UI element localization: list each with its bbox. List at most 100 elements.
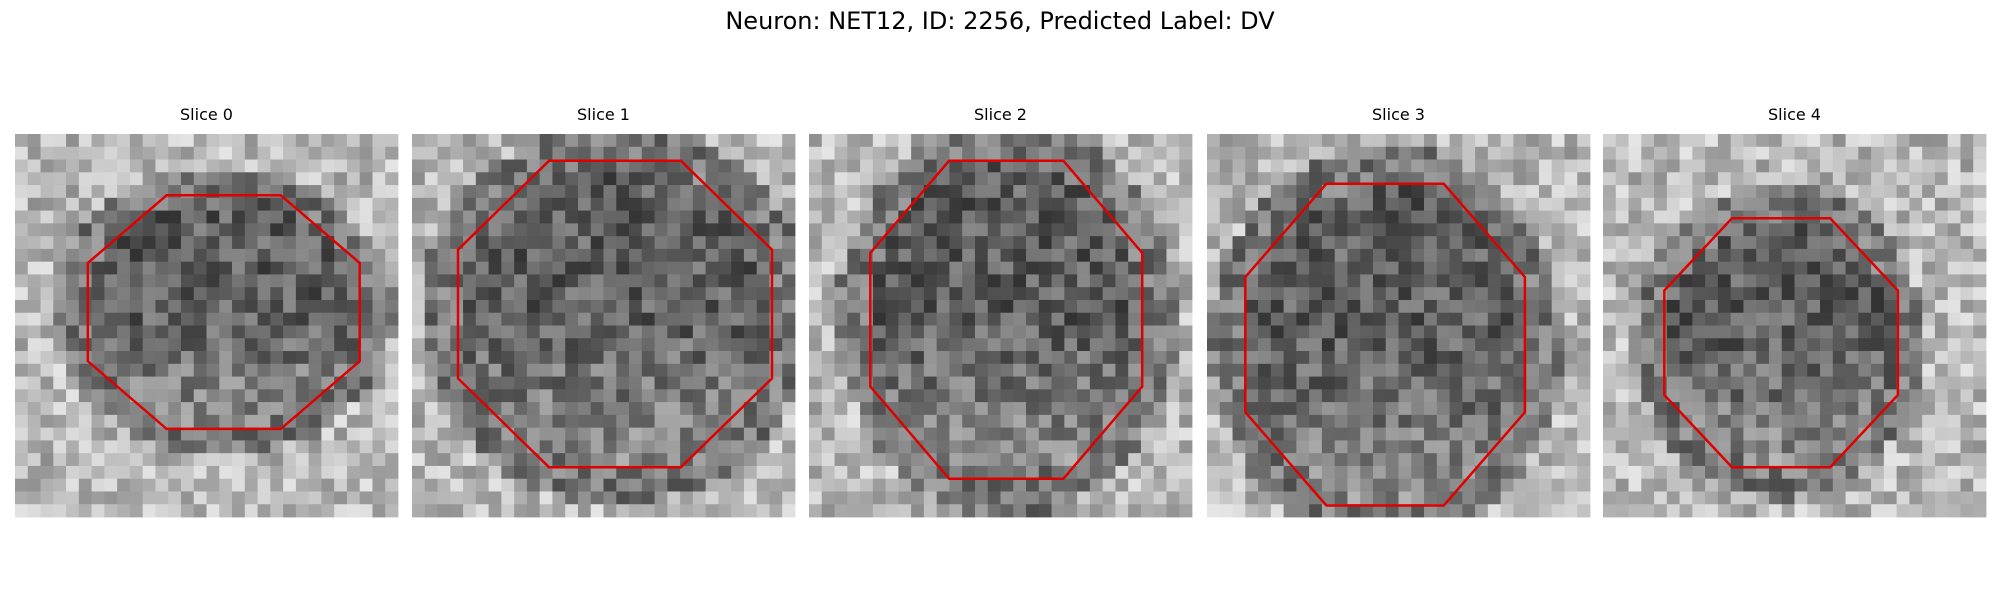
image-pixel [1064,338,1078,352]
image-pixel [1666,185,1680,199]
image-pixel [872,376,886,390]
image-pixel [1922,325,1936,339]
image-pixel [193,338,207,352]
image-pixel [514,312,528,326]
image-pixel [1013,465,1027,480]
image-pixel [1219,389,1233,403]
image-pixel [885,134,899,148]
image-pixel [244,312,258,326]
image-pixel [1973,402,1987,416]
image-pixel [1705,351,1719,365]
image-pixel [743,478,758,492]
image-pixel [1781,223,1795,237]
image-pixel [1462,453,1476,467]
image-pixel [40,453,54,467]
image-pixel [1270,210,1284,224]
image-pixel [1960,363,1974,377]
image-pixel [53,414,67,429]
image-pixel [756,261,770,275]
image-pixel [1179,261,1193,275]
image-pixel [1385,197,1399,211]
image-pixel [1321,338,1336,352]
image-pixel [923,146,938,160]
image-pixel [244,363,258,377]
image-pixel [514,351,528,365]
image-pixel [283,389,297,403]
image-pixel [1564,261,1578,275]
image-pixel [40,440,54,454]
image-pixel [206,210,220,224]
image-pixel [385,236,399,250]
image-pixel [78,478,92,492]
image-pixel [1140,172,1155,186]
image-pixel [1705,274,1719,288]
image-pixel [1140,299,1155,314]
image-pixel [78,414,92,429]
image-pixel [1038,274,1052,288]
image-pixel [437,414,451,429]
image-pixel [847,440,861,454]
image-pixel [1909,134,1923,148]
image-pixel [257,414,271,429]
image-pixel [295,427,310,441]
image-pixel [385,402,399,416]
image-pixel [1756,363,1770,377]
image-pixel [731,465,745,480]
image-pixel [244,325,258,339]
image-pixel [526,389,541,403]
image-pixel [385,427,399,441]
image-pixel [834,440,848,454]
image-pixel [1845,197,1859,211]
image-pixel [1385,351,1399,365]
image-pixel [743,363,758,377]
image-pixel [756,453,770,467]
image-pixel [1372,299,1387,314]
image-pixel [756,478,770,492]
image-pixel [1871,491,1885,505]
image-pixel [270,159,284,173]
image-pixel [872,172,886,186]
image-pixel [1245,363,1259,377]
image-pixel [66,427,80,441]
image-pixel [987,287,1001,301]
image-pixel [821,299,835,314]
image-pixel [475,312,489,326]
image-pixel [1692,351,1706,365]
image-pixel [1462,414,1476,429]
image-pixel [603,172,617,186]
image-pixel [718,338,732,352]
image-pixel [1705,402,1719,416]
image-pixel [1564,146,1578,160]
image-pixel [283,453,297,467]
image-pixel [1909,197,1923,211]
image-pixel [1666,465,1680,480]
image-pixel [104,299,118,314]
image-pixel [1179,325,1193,339]
image-pixel [654,351,668,365]
image-pixel [1166,197,1180,211]
image-pixel [1692,478,1706,492]
image-pixel [1781,414,1795,429]
image-pixel [821,414,835,429]
image-pixel [1270,223,1284,237]
image-pixel [91,134,105,148]
image-pixel [1385,504,1399,518]
image-pixel [1896,299,1910,314]
image-pixel [1436,159,1450,173]
image-pixel [1871,134,1885,148]
slice-panel: Slice 4 [1603,105,1987,518]
image-pixel [1641,223,1655,237]
image-pixel [1089,236,1104,250]
image-pixel [359,248,373,263]
image-pixel [949,389,963,403]
image-pixel [295,197,310,211]
image-pixel [731,299,745,314]
image-pixel [1064,504,1078,518]
image-pixel [821,338,835,352]
image-pixel [295,351,310,365]
image-pixel [244,351,258,365]
image-pixel [1807,299,1821,314]
image-pixel [1013,376,1027,390]
image-pixel [616,299,630,314]
image-pixel [860,478,874,492]
